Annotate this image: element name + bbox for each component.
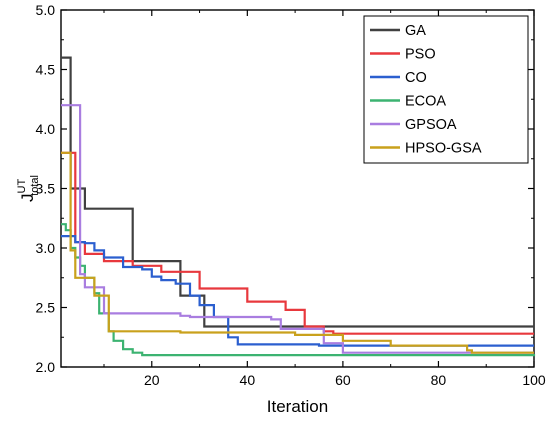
series-line-pso <box>61 151 534 335</box>
legend: GA PSO CO ECOA GPSOA HPSO-GSA <box>363 15 529 164</box>
legend-box <box>363 15 529 164</box>
y-tick-label: 5.0 <box>36 2 56 18</box>
y-axis-title: JUTtotal <box>16 175 41 202</box>
legend-label: ECOA <box>405 94 446 110</box>
x-tick-label: 80 <box>431 372 447 388</box>
series-line-ecoa <box>61 223 536 357</box>
y-axis-title-text: JUTtotal <box>16 175 41 202</box>
y-tick-label: 3.5 <box>36 181 56 197</box>
y-axis-title-sub: total <box>29 175 41 196</box>
y-tick-label: 4.0 <box>36 121 56 137</box>
x-tick-label: 20 <box>144 372 160 388</box>
legend-label: GA <box>405 23 426 39</box>
x-tick-label: 100 <box>522 372 546 388</box>
y-axis-title-base: J <box>18 193 37 202</box>
x-axis-title: Iteration <box>267 397 328 416</box>
series-layer <box>61 56 536 357</box>
series-line-co <box>61 235 534 347</box>
series-line-ga <box>61 56 534 328</box>
series-line-hpso-gsa <box>61 151 534 354</box>
x-tick-label: 40 <box>240 372 256 388</box>
legend-label: PSO <box>405 47 436 63</box>
series-line-gpsoa <box>61 104 534 354</box>
legend-label: HPSO-GSA <box>405 141 482 157</box>
y-tick-label: 4.5 <box>36 62 56 78</box>
y-tick-label: 2.5 <box>36 300 56 316</box>
x-tick-label: 60 <box>335 372 351 388</box>
y-tick-label: 3.0 <box>36 240 56 256</box>
legend-label: CO <box>405 70 427 86</box>
y-tick-label: 2.0 <box>36 359 56 375</box>
legend-label: GPSOA <box>405 117 457 133</box>
axes-layer: 2.0 2.5 3.0 3.5 4.0 4.5 5.0 20 40 60 80 100 Iteratio… <box>16 2 546 416</box>
y-axis-title-sup: UT <box>16 179 28 194</box>
